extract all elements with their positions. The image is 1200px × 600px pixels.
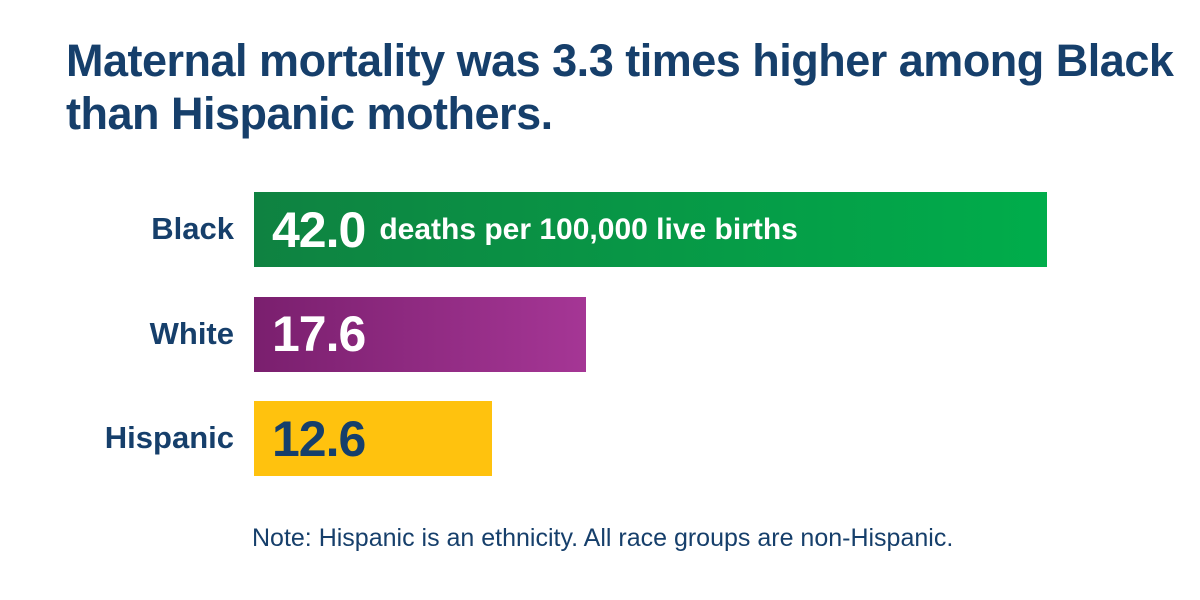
bar-value-hispanic: 12.6 (272, 410, 366, 467)
category-label-black: Black (151, 211, 234, 246)
chart-title: Maternal mortality was 3.3 times higher … (66, 35, 1174, 139)
category-label-hispanic: Hispanic (104, 420, 234, 455)
bar-value-black: 42.0 (272, 201, 366, 258)
bar-black: 42.0 deaths per 100,000 live births (254, 192, 1047, 267)
bar-value-white: 17.6 (272, 306, 366, 362)
category-label-white: White (149, 315, 234, 351)
unit-label: deaths per 100,000 live births (379, 212, 798, 246)
bar-white: 17.6 (254, 296, 586, 372)
chart-note: Note: Hispanic is an ethnicity. All race… (252, 524, 954, 552)
bar-hispanic: 12.6 (254, 401, 492, 476)
